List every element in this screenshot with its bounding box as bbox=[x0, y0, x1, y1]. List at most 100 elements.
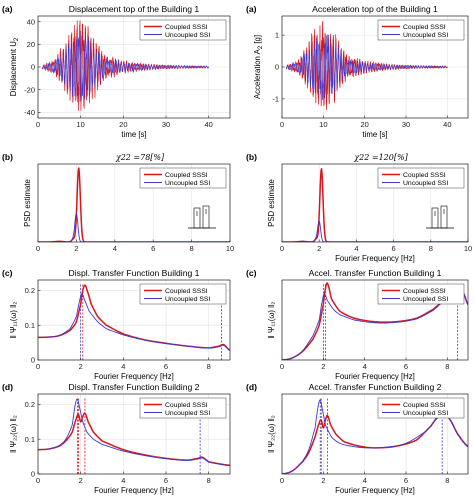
x-axis-label: Fourier Frequency [Hz] bbox=[94, 372, 174, 381]
legend-entry-uncoupled: Uncoupled SSI bbox=[403, 296, 448, 303]
y-tick-label: 0 bbox=[31, 63, 35, 72]
chart-title: Accel. Transfer Function Building 2 bbox=[309, 382, 442, 392]
legend-entry-uncoupled: Uncoupled SSI bbox=[403, 32, 448, 39]
y-tick-label: 0.2 bbox=[25, 400, 35, 409]
y-axis-label: ‖ Ψ₁₁(ω) ‖₂ bbox=[9, 302, 18, 339]
x-tick-label: 0 bbox=[36, 362, 40, 371]
axes-frame bbox=[281, 279, 469, 361]
series-line-uncoupled bbox=[38, 398, 230, 467]
legend-entry-uncoupled: Uncoupled SSI bbox=[403, 410, 448, 417]
y-axis-label-sub: 2 bbox=[258, 45, 264, 49]
y-axis-label: PSD estimate bbox=[267, 179, 276, 227]
panel-label: (a) bbox=[2, 4, 13, 14]
chart-panel-p5: 0 2 4 6 8 0 0.1 0.2 (c) Displ. Transfer Function … bbox=[2, 268, 231, 381]
chart-title: Acceleration top of the Building 1 bbox=[312, 4, 438, 14]
y-axis-label: PSD estimate bbox=[23, 179, 32, 227]
x-tick-label: 2 bbox=[74, 244, 78, 253]
series-line-uncoupled bbox=[285, 34, 448, 101]
y-axis-label-sub: 2 bbox=[14, 37, 20, 41]
y-axis-label-main: Acceleration A bbox=[253, 48, 262, 99]
y-tick-label: 0.1 bbox=[25, 321, 35, 330]
building-schematic-icon bbox=[188, 205, 216, 229]
x-tick-label: 4 bbox=[113, 244, 117, 253]
panel-label: (c) bbox=[2, 268, 13, 278]
x-tick-label: 8 bbox=[207, 362, 211, 371]
x-axis-label: time [s] bbox=[121, 130, 146, 139]
x-tick-label: 0 bbox=[280, 244, 284, 253]
panel-label: (b) bbox=[2, 152, 13, 162]
chart-panel-p1: 0 10 20 30 40 -40 -20 0 20 40 (a) Displacement top … bbox=[2, 4, 231, 139]
panel-label: (c) bbox=[246, 268, 257, 278]
x-tick-label: 6 bbox=[164, 362, 168, 371]
axes-frame bbox=[281, 393, 469, 475]
panel-label: (d) bbox=[2, 382, 13, 392]
x-tick-label: 2 bbox=[321, 362, 325, 371]
x-tick-label: 2 bbox=[79, 476, 83, 485]
x-tick-label: 0 bbox=[280, 362, 284, 371]
chart-panel-p7: 0 2 4 6 8 0 0.1 0.2 (d) Displ. Transfer Function … bbox=[2, 382, 231, 495]
y-tick-label: 40 bbox=[27, 17, 35, 26]
x-tick-label: 6 bbox=[404, 476, 408, 485]
legend-entry-coupled: Coupled SSSI bbox=[403, 288, 446, 295]
y-tick-label: 0.2 bbox=[25, 286, 35, 295]
chart-panel-p6: 0 2 4 6 8 (c) Accel. Transfer Function Buildin… bbox=[246, 268, 469, 381]
x-tick-label: 6 bbox=[404, 362, 408, 371]
x-tick-label: 40 bbox=[204, 120, 212, 129]
x-tick-label: 0 bbox=[280, 120, 284, 129]
legend-entry-uncoupled: Uncoupled SSI bbox=[165, 32, 210, 39]
y-axis-label-main: ‖ Ψ₁₁(ω) ‖₂ bbox=[9, 302, 18, 339]
y-axis-label-unit: [g] bbox=[253, 35, 262, 46]
axes-frame bbox=[37, 163, 231, 243]
chart-title: Displ. Transfer Function Building 1 bbox=[69, 268, 200, 278]
x-tick-label: 4 bbox=[363, 362, 367, 371]
chart-title: Accel. Transfer Function Building 1 bbox=[309, 268, 442, 278]
x-axis-label: Fourier Frequency [Hz] bbox=[335, 486, 415, 495]
x-tick-label: 4 bbox=[363, 476, 367, 485]
building-schematic-icon bbox=[426, 205, 454, 229]
axes-frame bbox=[37, 279, 231, 361]
x-axis-label: Fourier Frequency [Hz] bbox=[335, 254, 415, 263]
plot-area bbox=[41, 20, 209, 111]
x-tick-label: 6 bbox=[392, 244, 396, 253]
x-tick-label: 6 bbox=[164, 476, 168, 485]
chart-subtitle: χ22 =120[%] bbox=[353, 153, 408, 162]
x-tick-label: 4 bbox=[121, 476, 125, 485]
y-tick-label: 0.1 bbox=[25, 435, 35, 444]
panel-label: (d) bbox=[246, 382, 257, 392]
y-axis-label: Acceleration A2 [g] bbox=[253, 35, 264, 99]
y-axis-label-main: ‖ Ψ₂₂(ω) ‖₂ bbox=[9, 415, 18, 453]
series-line-uncoupled bbox=[282, 220, 468, 242]
x-tick-label: 40 bbox=[443, 120, 451, 129]
x-tick-label: 8 bbox=[445, 362, 449, 371]
legend-entry-coupled: Coupled SSSI bbox=[403, 24, 446, 31]
legend-entry-uncoupled: Uncoupled SSI bbox=[165, 410, 210, 417]
x-tick-label: 10 bbox=[226, 244, 234, 253]
legend-entry-coupled: Coupled SSSI bbox=[165, 288, 208, 295]
y-tick-label: -40 bbox=[24, 108, 35, 117]
x-tick-label: 0 bbox=[280, 476, 284, 485]
chart-panel-p4: 0 2 4 6 8 10 (b) χ22 =120[%] Fourier Frequency [… bbox=[246, 152, 472, 263]
x-tick-label: 20 bbox=[360, 120, 368, 129]
y-tick-label: 1 bbox=[275, 31, 279, 40]
y-axis-label: ‖ Ψ₂₂(ω) ‖₂ bbox=[267, 415, 276, 453]
y-tick-label: 0 bbox=[31, 356, 35, 365]
y-axis-label-main: ‖ Ψ₁₁(ω) ‖₂ bbox=[267, 302, 276, 339]
chart-title: Displacement top of the Building 1 bbox=[69, 4, 200, 14]
y-tick-label: 20 bbox=[27, 40, 35, 49]
x-tick-label: 8 bbox=[429, 244, 433, 253]
legend-entry-uncoupled: Uncoupled SSI bbox=[165, 180, 210, 187]
x-axis-label: Fourier Frequency [Hz] bbox=[335, 372, 415, 381]
legend-entry-uncoupled: Uncoupled SSI bbox=[165, 296, 210, 303]
series-line-coupled bbox=[38, 412, 230, 467]
x-tick-label: 4 bbox=[121, 362, 125, 371]
y-axis-label-main: ‖ Ψ₂₂(ω) ‖₂ bbox=[267, 415, 276, 453]
legend-entry-uncoupled: Uncoupled SSI bbox=[403, 180, 448, 187]
y-axis-label: ‖ Ψ₂₂(ω) ‖₂ bbox=[9, 415, 18, 453]
x-tick-label: 10 bbox=[464, 244, 472, 253]
